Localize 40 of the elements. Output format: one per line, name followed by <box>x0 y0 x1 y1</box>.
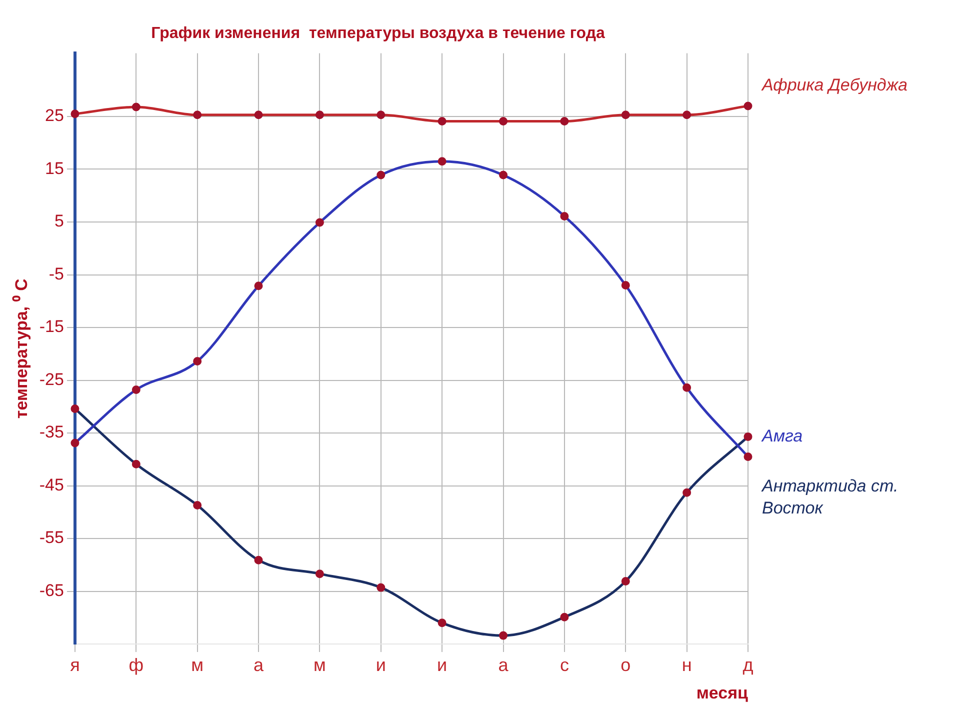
y-tick-label: -15 <box>39 317 64 336</box>
point <box>315 110 324 120</box>
x-tick-label: а <box>254 654 265 675</box>
point <box>376 110 386 120</box>
point <box>193 110 202 120</box>
x-tick-label: и <box>376 654 386 675</box>
x-tick-label: м <box>191 654 204 675</box>
y-tick-label: 25 <box>45 106 64 126</box>
point <box>499 117 508 126</box>
point <box>70 110 80 118</box>
point <box>132 102 140 112</box>
x-tick-label: с <box>560 654 569 675</box>
point <box>621 110 630 120</box>
y-tick-label: 15 <box>45 158 64 178</box>
point <box>254 110 263 120</box>
x-axis-title: месяц <box>696 683 749 702</box>
y-axis-title: температура, ⁰ С <box>12 278 31 419</box>
text: Антарктида ст. Восток <box>761 476 898 518</box>
point <box>438 117 446 126</box>
y-tick-label: -5 <box>48 264 64 284</box>
y-tick-label: -55 <box>39 528 64 548</box>
y-tick-label: -35 <box>39 422 64 442</box>
series-label: Амга <box>761 426 803 446</box>
y-tick-label: -45 <box>39 475 64 494</box>
x-tick-label: я <box>70 654 80 675</box>
x-tick-label: н <box>682 654 692 675</box>
y-tick-label: 5 <box>54 212 64 231</box>
point <box>744 102 752 110</box>
x-tick-label: ф <box>128 654 144 675</box>
x-tick-label: д <box>742 654 754 675</box>
point <box>560 117 569 126</box>
y-tick-label: -25 <box>39 370 64 389</box>
x-tick-label: а <box>498 654 510 675</box>
point <box>682 110 692 120</box>
chart-title: График изменения температуры воздуха в течение года <box>151 25 605 42</box>
x-tick-label: м <box>314 654 326 675</box>
y-tick-label: -65 <box>39 580 64 600</box>
series-label: Африка Дебунджа <box>761 76 908 95</box>
x-tick-label: и <box>437 654 448 675</box>
x-tick-label: о <box>620 654 631 675</box>
